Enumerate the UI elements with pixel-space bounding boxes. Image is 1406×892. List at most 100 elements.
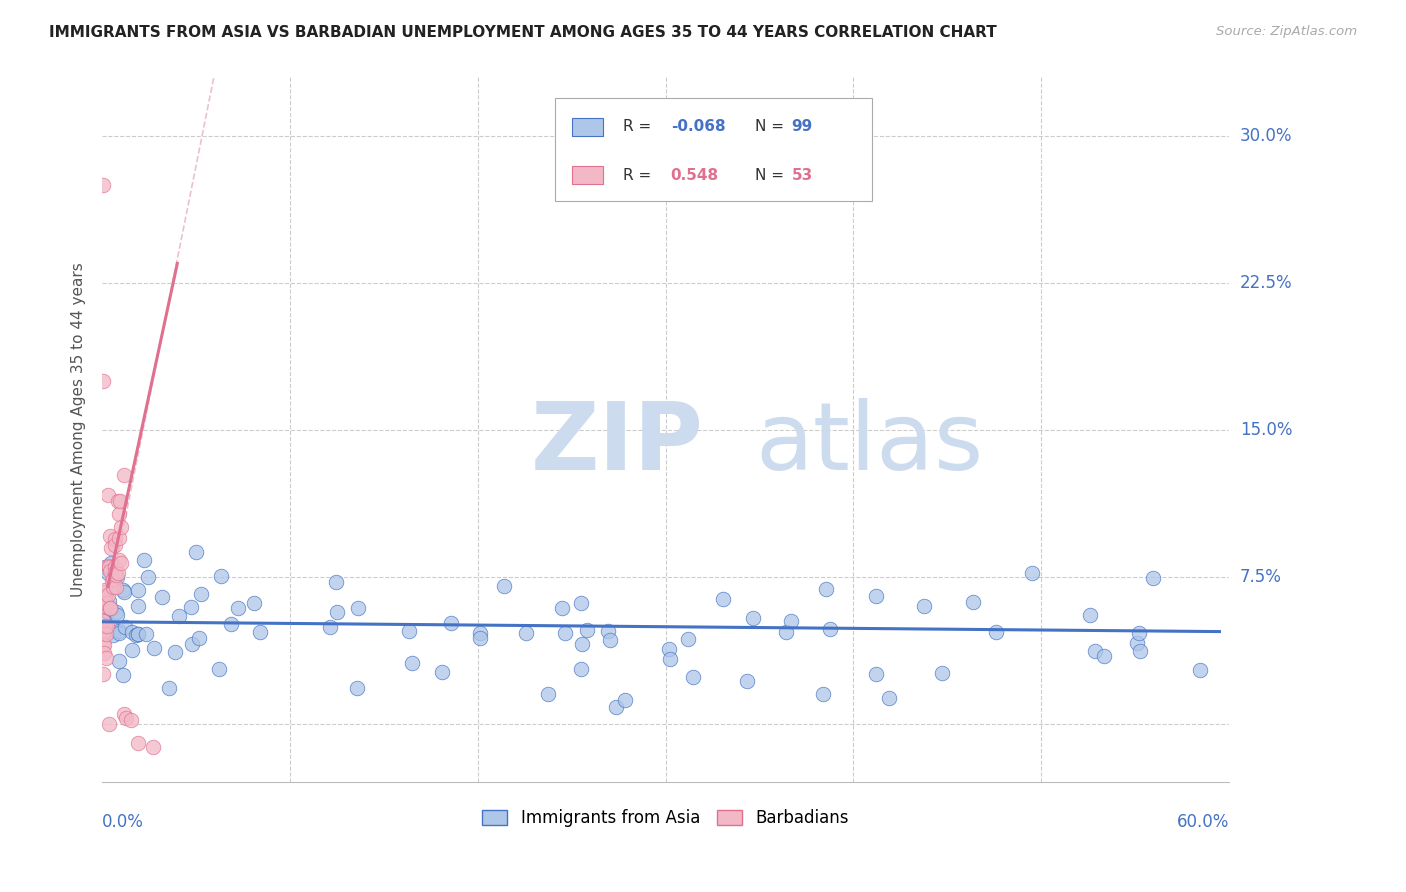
Point [110,556,132,570]
Point [136,569,159,583]
Point [1078,607,1101,622]
Point [775,625,797,640]
Point [135,627,157,641]
Point [157,681,180,695]
Text: 22.5%: 22.5% [1240,274,1292,292]
Text: 0.548: 0.548 [671,168,718,183]
Point [190,587,212,601]
Point [93,607,115,622]
Point [104,538,127,552]
Point [108,654,131,668]
Text: ZIP: ZIP [530,398,703,490]
Point [93,584,115,599]
Point [94,599,117,614]
Point [599,633,621,648]
Point [100,529,122,543]
Point [93,638,115,652]
Point [104,560,127,574]
Point [93,625,115,640]
Point [325,605,347,619]
Point [676,632,699,647]
Point [537,687,560,701]
Point [120,713,142,727]
Point [101,572,124,586]
Text: 0.0%: 0.0% [103,813,143,831]
Point [325,575,347,590]
Point [93,589,115,603]
Point [228,600,250,615]
Point [188,631,211,645]
Point [1128,625,1150,640]
Point [112,706,135,721]
Point [101,622,124,636]
Point [94,560,117,574]
Point [104,533,127,547]
Point [492,579,515,593]
Point [554,625,576,640]
Text: 60.0%: 60.0% [1177,813,1229,831]
Point [818,622,841,636]
Point [1189,664,1212,678]
Point [103,562,125,576]
Point [97,605,120,619]
Point [815,582,838,597]
Point [105,608,128,623]
Point [551,601,574,615]
Point [93,593,115,607]
Point [104,581,127,595]
Point [97,488,120,502]
Point [877,691,900,706]
Text: R =: R = [623,168,657,183]
Point [97,716,120,731]
Point [91,638,114,652]
Point [319,619,342,633]
Text: 15.0%: 15.0% [1240,421,1292,439]
Point [346,681,368,696]
Point [575,623,598,637]
Point [468,626,491,640]
Point [97,588,120,602]
Point [737,673,759,688]
Point [142,740,165,755]
Point [430,665,453,679]
Point [219,617,242,632]
Y-axis label: Unemployment Among Ages 35 to 44 years: Unemployment Among Ages 35 to 44 years [72,262,86,598]
Point [127,599,149,613]
Point [108,626,131,640]
Point [150,591,173,605]
Text: 99: 99 [792,120,813,135]
Point [93,625,115,640]
Point [1126,635,1149,649]
Point [100,556,122,570]
Point [180,600,202,615]
Point [93,646,115,660]
Point [96,627,118,641]
Point [986,625,1008,640]
Point [127,627,149,641]
Point [605,699,627,714]
Point [912,599,935,613]
Point [569,662,592,676]
Point [865,589,887,603]
Point [112,467,135,482]
Point [180,637,202,651]
Point [741,611,763,625]
Point [103,628,125,642]
Point [98,564,121,578]
Point [962,594,984,608]
Point [91,374,114,388]
Point [98,601,121,615]
Point [97,558,120,573]
Point [91,592,114,607]
Point [124,628,146,642]
Point [100,541,122,555]
Text: 53: 53 [792,168,813,183]
Point [94,619,117,633]
Point [98,560,121,574]
Point [128,627,150,641]
Point [108,493,131,508]
Text: Source: ZipAtlas.com: Source: ZipAtlas.com [1216,25,1357,38]
Point [208,662,231,676]
Point [1129,643,1152,657]
Point [134,553,156,567]
